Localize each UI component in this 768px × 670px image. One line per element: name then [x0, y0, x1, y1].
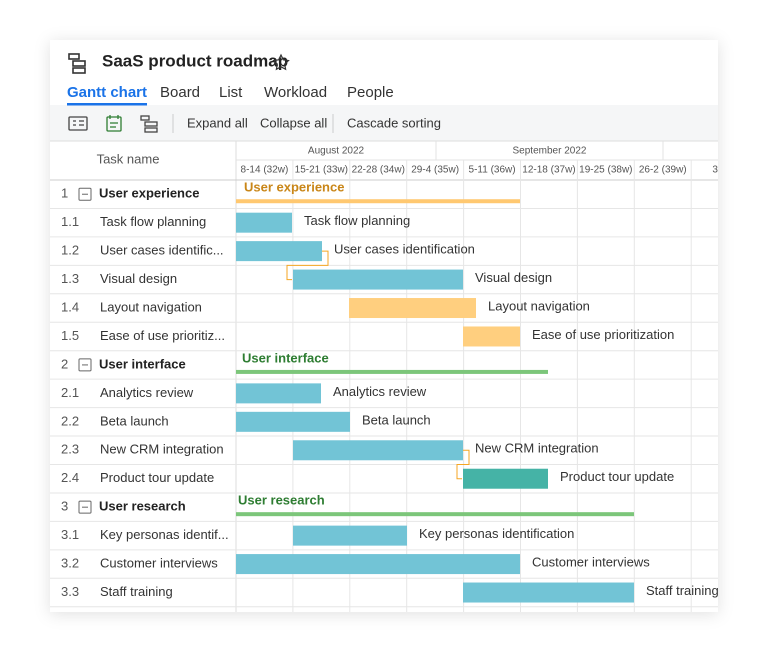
task-bar-label: Layout navigation [488, 298, 590, 313]
row-id: 3.2 [61, 556, 79, 571]
task-name: Analytics review [100, 385, 194, 400]
week-label: 26-2 (39w) [639, 165, 687, 176]
task-bar-label: Beta launch [362, 412, 431, 427]
task-bar-label: Visual design [475, 270, 552, 285]
dependency-arrow [456, 449, 470, 480]
group-name: User experience [99, 186, 199, 201]
group-name: User interface [99, 356, 186, 371]
task-name: Ease of use prioritiz... [100, 328, 225, 343]
task-bar[interactable] [463, 468, 548, 489]
row-id: 2.1 [61, 385, 79, 400]
row-id: 3.1 [61, 527, 79, 542]
week-label: 3-9 [712, 165, 727, 176]
group-bar-label: User experience [244, 180, 344, 195]
task-bar[interactable] [293, 525, 407, 546]
logo-icon [68, 53, 86, 74]
row-id: 3 [61, 499, 68, 514]
task-name: Customer interviews [100, 556, 218, 571]
task-bar-label: Task flow planning [304, 213, 410, 228]
row-id: 1.3 [61, 271, 79, 286]
task-bar-label: Key personas identification [419, 526, 574, 541]
tab[interactable]: Gantt chart [67, 84, 147, 101]
task-name: Product tour update [100, 470, 214, 485]
tab[interactable]: Board [160, 84, 200, 101]
group-bar [236, 369, 548, 374]
task-name: Beta launch [100, 413, 169, 428]
task-bar[interactable] [236, 554, 520, 575]
task-name: Staff training [100, 584, 173, 599]
task-name: Layout navigation [100, 299, 202, 314]
month-label: September 2022 [513, 146, 587, 157]
row-id: 3.3 [61, 584, 79, 599]
task-name: User cases identific... [100, 243, 224, 258]
column-header: Task name [97, 151, 160, 166]
task-bar-label: User cases identification [334, 242, 475, 257]
tab-underline [67, 103, 148, 106]
dependency-arrow [286, 250, 329, 281]
task-bar[interactable] [349, 298, 476, 319]
row-id: 1.4 [61, 299, 79, 314]
task-bar-label: Customer interviews [532, 555, 650, 570]
task-bar[interactable] [236, 241, 322, 262]
task-name: New CRM integration [100, 442, 224, 457]
toolbar-button[interactable]: Cascade sorting [347, 115, 441, 130]
week-label: 15-21 (33w) [295, 165, 348, 176]
week-label: 5-11 (36w) [469, 165, 516, 176]
tab[interactable]: Workload [264, 84, 327, 101]
task-name: Visual design [100, 271, 177, 286]
tab[interactable]: List [219, 84, 243, 101]
row-id: 2.3 [61, 442, 79, 457]
week-label: 29-4 (35w) [411, 165, 459, 176]
tab[interactable]: People [347, 84, 394, 101]
group-bar-label: User research [238, 493, 325, 508]
row-id: 1.5 [61, 328, 79, 343]
task-name: Task flow planning [100, 214, 206, 229]
task-bar[interactable] [463, 326, 520, 347]
task-bar[interactable] [236, 212, 292, 233]
group-bar-label: User interface [242, 350, 329, 365]
task-name: Key personas identif... [100, 527, 229, 542]
app: SaaS product roadmap Gantt chart Board Lis… [50, 51, 727, 612]
task-bar-label: Ease of use prioritization [532, 327, 674, 342]
toolbar [50, 105, 718, 141]
task-bar[interactable] [236, 383, 321, 404]
month-label: August 2022 [308, 146, 365, 157]
task-bar[interactable] [293, 269, 463, 290]
row-id: 2 [61, 356, 68, 371]
star-button[interactable] [272, 53, 290, 71]
row-id: 1 [61, 186, 68, 201]
task-bar-label: New CRM integration [475, 441, 599, 456]
week-label: 22-28 (34w) [352, 165, 405, 176]
toolbar-icons[interactable] [68, 115, 158, 133]
week-label: 12-18 (37w) [522, 165, 575, 176]
toolbar-button[interactable]: Collapse all [260, 115, 327, 130]
group-name: User research [99, 499, 186, 514]
row-id: 2.4 [61, 470, 79, 485]
group-bar [236, 512, 634, 517]
week-label: 19-25 (38w) [579, 165, 632, 176]
task-bar[interactable] [293, 440, 463, 461]
row-id: 1.2 [61, 243, 79, 258]
week-label: 8-14 (32w) [241, 165, 289, 176]
toolbar-button[interactable]: Expand all [187, 115, 248, 130]
row-id: 1.1 [61, 214, 79, 229]
task-bar[interactable] [236, 411, 350, 432]
task-bar[interactable] [463, 582, 634, 603]
task-bar-label: Product tour update [560, 469, 674, 484]
row-id: 2.2 [61, 413, 79, 428]
page-title: SaaS product roadmap [102, 51, 288, 70]
task-bar-label: Analytics review [333, 384, 427, 399]
group-bar [236, 199, 520, 204]
task-bar-label: Staff training [646, 583, 719, 598]
